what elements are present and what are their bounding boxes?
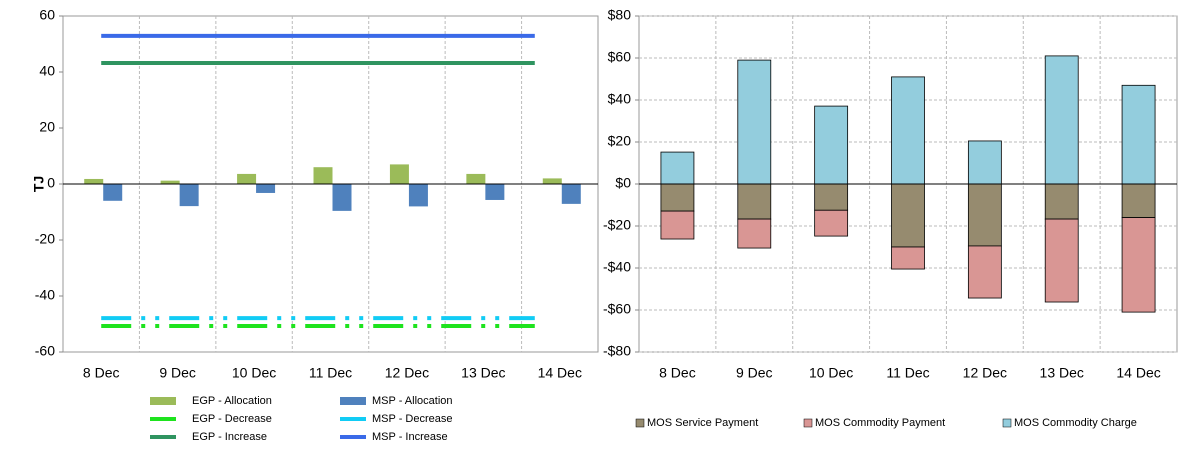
bar (389, 164, 409, 184)
y-axis-label: TJ (31, 176, 47, 192)
y-tick-label: $0 (615, 175, 631, 191)
bar (485, 184, 505, 200)
y-tick-label: $60 (608, 49, 632, 65)
y-tick-label: -40 (35, 287, 55, 303)
bar-segment (891, 183, 925, 248)
legend-label: MSP - Decrease (372, 413, 453, 425)
legend-label: MOS Service Payment (647, 417, 758, 429)
x-tick-label: 14 Dec (538, 365, 582, 381)
legend-label: EGP - Increase (192, 431, 267, 443)
x-tick-label: 13 Dec (1040, 365, 1084, 381)
x-tick-label: 13 Dec (461, 365, 505, 381)
bar-segment (737, 59, 772, 185)
bar-segment (967, 245, 1002, 299)
legend-swatch (803, 418, 813, 428)
bar (332, 184, 352, 211)
y-tick-label: $20 (608, 133, 632, 149)
y-tick-label: -60 (35, 343, 55, 359)
legend-swatch (1002, 418, 1012, 428)
x-tick-label: 14 Dec (1116, 365, 1160, 381)
x-tick-label: 11 Dec (309, 365, 352, 381)
bar (237, 173, 257, 184)
legend-label: MOS Commodity Payment (815, 417, 945, 429)
y-tick-label: -20 (35, 231, 55, 247)
bar-segment (1121, 217, 1156, 313)
y-tick-label: $80 (608, 7, 632, 23)
legend-swatch (635, 418, 645, 428)
x-tick-label: 10 Dec (809, 365, 853, 381)
bar-segment (737, 183, 772, 220)
x-tick-label: 8 Dec (659, 365, 696, 381)
bar (313, 167, 333, 184)
bar-segment (967, 140, 1002, 185)
y-tick-label: -$60 (603, 301, 631, 317)
y-tick-label: 60 (39, 7, 55, 23)
y-tick-label: -$80 (603, 343, 631, 359)
bar-segment (1121, 84, 1156, 185)
legend-label: MSP - Allocation (372, 395, 453, 407)
legend-label: EGP - Decrease (192, 413, 272, 425)
bar-segment (660, 183, 695, 212)
y-tick-label: 20 (39, 119, 55, 135)
bar (542, 178, 562, 184)
legend-label: EGP - Allocation (192, 395, 272, 407)
bar-segment (814, 183, 849, 211)
bar-segment (891, 246, 925, 270)
bar-segment (1044, 55, 1079, 185)
y-tick-label: -$20 (603, 217, 631, 233)
bar (561, 184, 581, 204)
x-tick-label: 9 Dec (159, 365, 196, 381)
bar-segment (737, 218, 772, 249)
x-tick-label: 8 Dec (83, 365, 120, 381)
bar-segment (967, 183, 1002, 247)
bar (256, 184, 276, 193)
y-tick-label: $40 (608, 91, 632, 107)
bar-segment (1044, 183, 1079, 220)
y-tick-label: 0 (47, 175, 55, 191)
bar-segment (1121, 183, 1156, 218)
x-tick-label: 10 Dec (232, 365, 276, 381)
bar-segment (814, 209, 849, 237)
bar-segment (660, 151, 695, 185)
bar-segment (1044, 218, 1079, 303)
x-tick-label: 12 Dec (385, 365, 429, 381)
x-tick-label: 11 Dec (886, 365, 929, 381)
legend-swatch (150, 397, 176, 405)
bar (84, 178, 104, 184)
x-tick-label: 9 Dec (736, 365, 773, 381)
x-tick-label: 12 Dec (963, 365, 1007, 381)
bar-segment (660, 210, 695, 240)
y-tick-label: -$40 (603, 259, 631, 275)
bar-segment (891, 76, 925, 185)
legend-label: MSP - Increase (372, 431, 448, 443)
bar (160, 180, 180, 184)
legend-swatch (340, 397, 366, 405)
legend-label: MOS Commodity Charge (1014, 417, 1137, 429)
bar (408, 184, 428, 207)
bar (103, 184, 123, 201)
bar (179, 184, 199, 207)
y-tick-label: 40 (39, 63, 55, 79)
bar (466, 173, 486, 184)
bar-segment (814, 105, 849, 185)
